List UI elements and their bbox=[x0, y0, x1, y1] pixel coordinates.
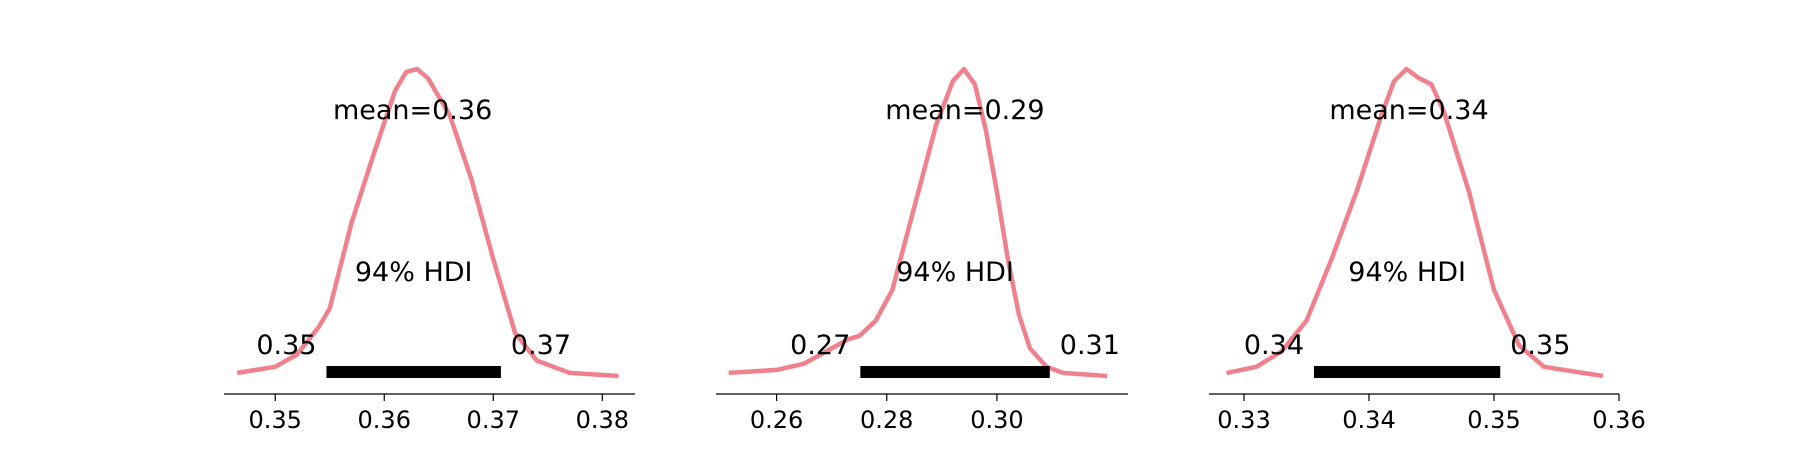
x-tick-label: 0.38 bbox=[576, 406, 629, 434]
hdi-bar bbox=[860, 366, 1050, 378]
hdi-high-label: 0.37 bbox=[511, 330, 571, 361]
hdi-label: 94% HDI bbox=[896, 257, 1014, 288]
density-line bbox=[728, 66, 1108, 379]
x-tick-label: 0.34 bbox=[1342, 406, 1395, 434]
x-tick-label: 0.30 bbox=[970, 406, 1023, 434]
density-line bbox=[236, 66, 619, 379]
x-tick-label: 0.33 bbox=[1217, 406, 1270, 434]
x-tick-label: 0.36 bbox=[358, 406, 411, 434]
x-tick-label: 0.26 bbox=[750, 406, 803, 434]
density-line bbox=[1226, 66, 1604, 379]
hdi-label: 94% HDI bbox=[355, 257, 473, 288]
mean-label: mean=0.36 bbox=[333, 95, 492, 126]
hdi-low-label: 0.35 bbox=[256, 330, 316, 361]
hdi-high-label: 0.35 bbox=[1510, 330, 1570, 361]
x-tick-label: 0.28 bbox=[860, 406, 913, 434]
hdi-bar bbox=[1314, 366, 1501, 378]
x-tick-label: 0.35 bbox=[1467, 406, 1520, 434]
hdi-bar bbox=[326, 366, 501, 378]
x-tick-label: 0.36 bbox=[1592, 406, 1645, 434]
hdi-low-label: 0.34 bbox=[1244, 330, 1304, 361]
x-tick-label: 0.35 bbox=[249, 406, 302, 434]
hdi-label: 94% HDI bbox=[1348, 257, 1466, 288]
hdi-high-label: 0.31 bbox=[1060, 330, 1120, 361]
mean-label: mean=0.34 bbox=[1329, 95, 1488, 126]
hdi-low-label: 0.27 bbox=[790, 330, 850, 361]
mean-label: mean=0.29 bbox=[885, 95, 1044, 126]
x-tick-label: 0.37 bbox=[467, 406, 520, 434]
